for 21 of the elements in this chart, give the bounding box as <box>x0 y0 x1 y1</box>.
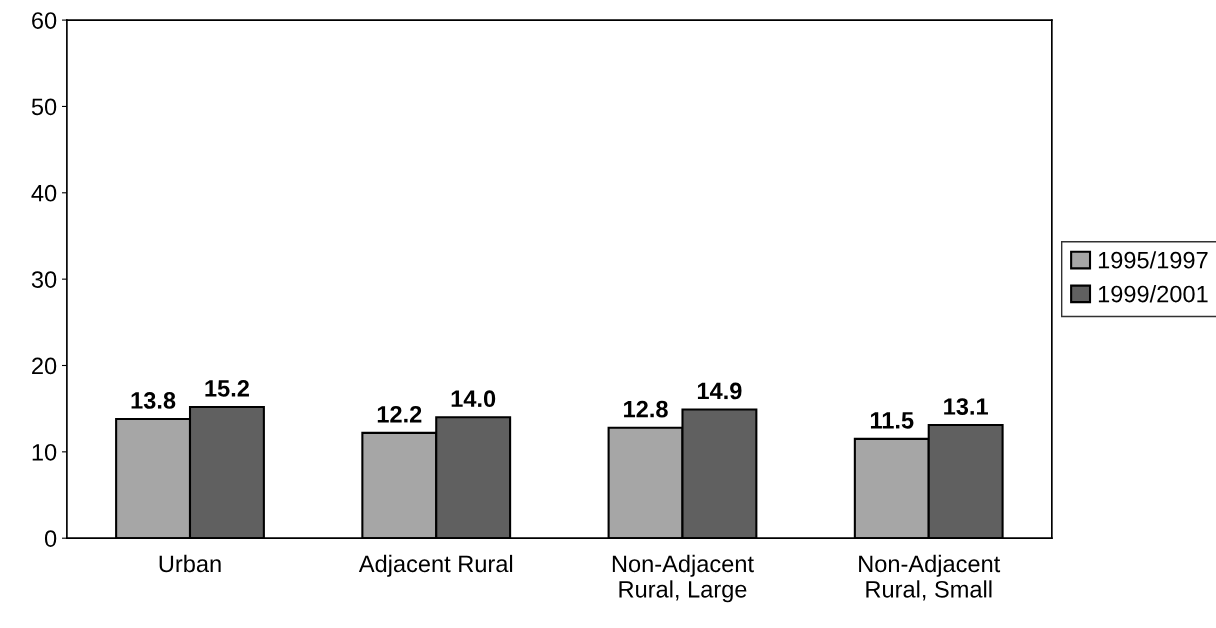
x-tick-label: Urban <box>159 554 221 573</box>
data-label: 12.8 <box>624 400 668 418</box>
data-label: 11.5 <box>870 412 914 429</box>
data-label: 15.2 <box>205 380 249 397</box>
y-tick-label: 20 <box>32 357 57 375</box>
x-tick-label: Adjacent Rural <box>358 554 513 577</box>
x-tick-label: Non-Adjacent Rural, Large <box>612 554 754 603</box>
data-label: 14.0 <box>451 390 496 408</box>
data-label: 13.1 <box>944 398 988 415</box>
y-tick-label: 0 <box>44 530 57 547</box>
data-label: 14.9 <box>697 382 742 400</box>
y-tick-label: 30 <box>31 271 57 288</box>
data-label: 12.2 <box>377 405 422 423</box>
data-label: 13.8 <box>131 392 176 409</box>
legend-label: 1999/2001 <box>1098 285 1208 303</box>
y-tick-label: 60 <box>32 12 57 29</box>
y-tick-label: 10 <box>32 443 57 461</box>
y-tick-label: 50 <box>31 98 57 116</box>
x-tick-label: Non-Adjacent Rural, Small <box>859 554 1001 601</box>
y-tick-label: 40 <box>31 184 57 202</box>
legend-label: 1995/1997 <box>1098 251 1208 269</box>
